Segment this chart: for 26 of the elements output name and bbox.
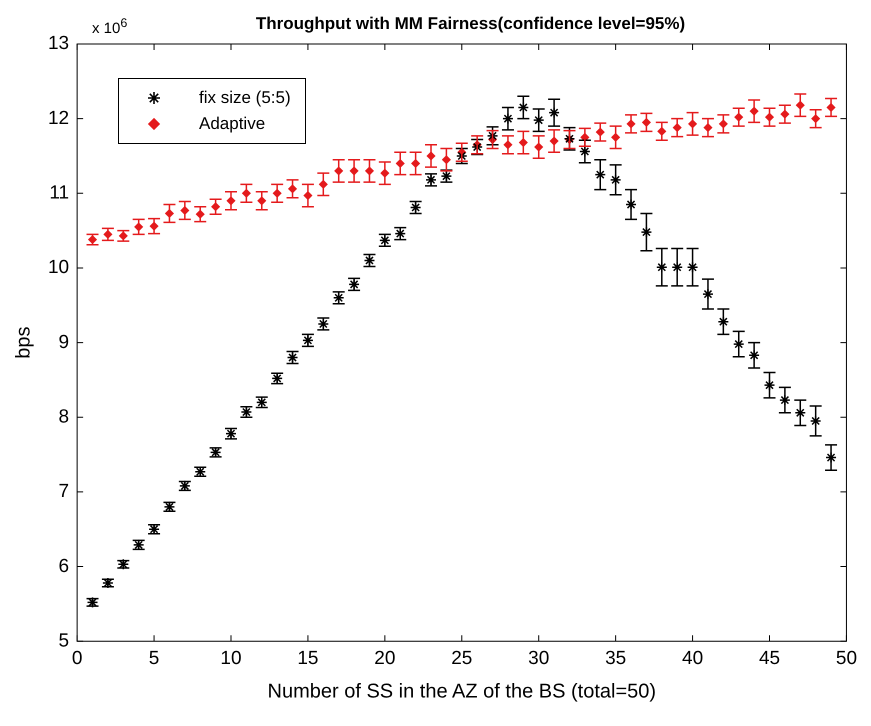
x-tick-label: 20	[374, 648, 396, 669]
x-tick-label: 0	[72, 648, 82, 669]
y-tick-label: 11	[49, 182, 70, 204]
y-tick-label: 12	[48, 108, 70, 129]
x-tick-label: 45	[758, 648, 780, 669]
x-axis-title: Number of SS in the AZ of the BS (total=50)	[268, 680, 656, 703]
y-tick-label: 6	[58, 556, 70, 577]
y-tick-label: 5	[58, 630, 70, 652]
x-tick-label: 40	[682, 648, 704, 669]
x-tick-label: 50	[836, 648, 858, 669]
x-tick-label: 5	[148, 648, 160, 669]
x-tick-label: 15	[297, 648, 318, 669]
x-tick-label: 25	[451, 648, 472, 669]
chart-title: Throughput with MM Fairness(confidence level=95%)	[256, 14, 686, 33]
y-axis-title: bps	[12, 326, 35, 359]
y-tick-label: 8	[58, 406, 70, 428]
y-tick-label: 13	[48, 33, 70, 54]
x-tick-label: 10	[220, 648, 242, 669]
legend-label: fix size (5:5)	[199, 88, 291, 108]
x-tick-label: 30	[528, 648, 550, 669]
y-tick-label: 7	[58, 481, 70, 502]
x-tick-label: 35	[605, 648, 626, 669]
text: x 10$^{6}$	[92, 16, 128, 37]
y-tick-label: 9	[58, 332, 70, 353]
legend-label: Adaptive	[199, 114, 266, 134]
y-tick-label: 10	[48, 257, 70, 278]
